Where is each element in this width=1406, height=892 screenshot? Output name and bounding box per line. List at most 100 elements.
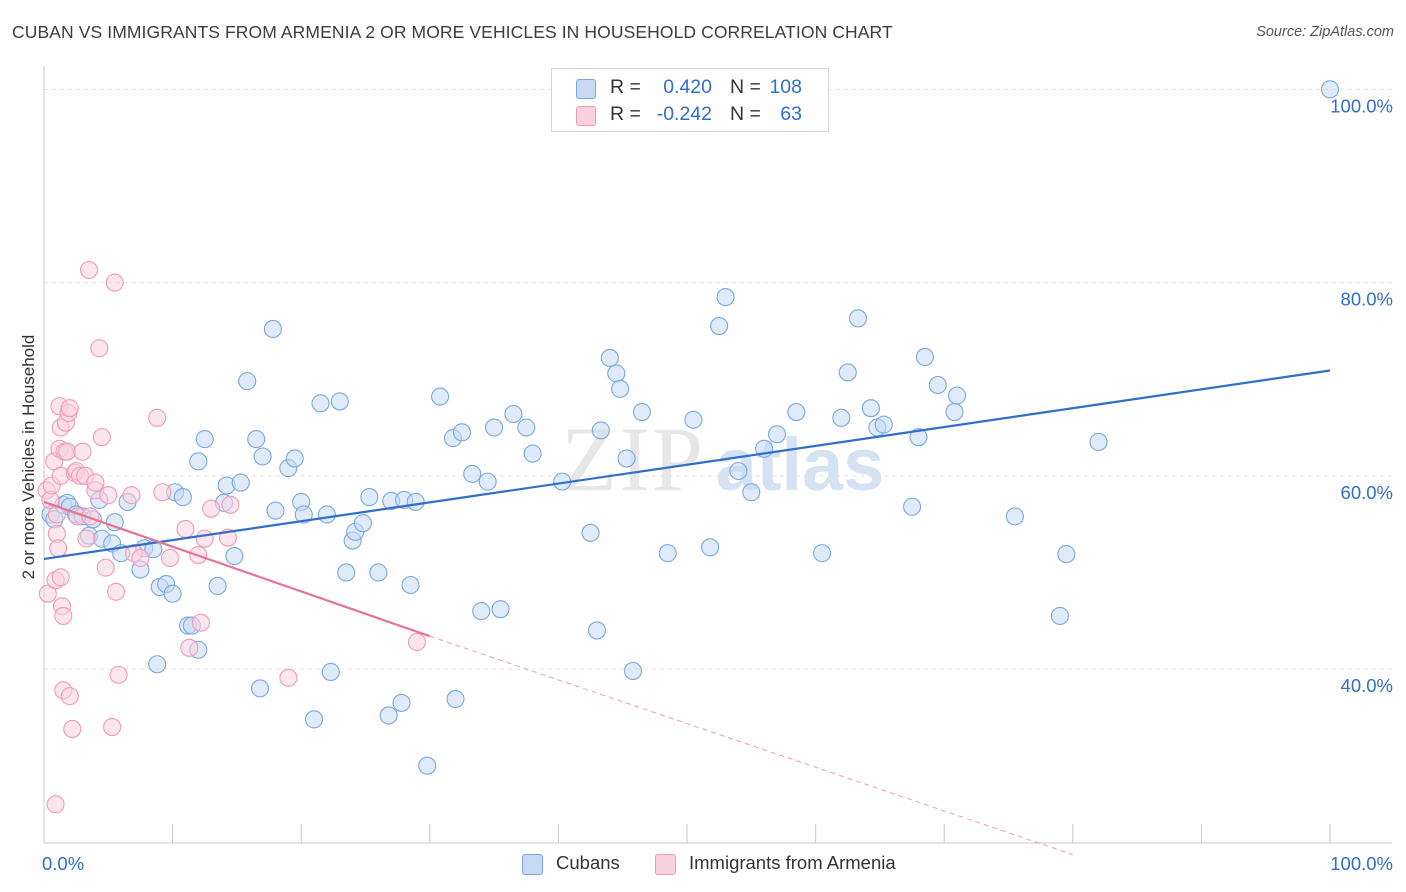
cubans-point bbox=[948, 386, 967, 405]
armenia-point bbox=[122, 486, 141, 505]
cubans-point bbox=[401, 575, 420, 595]
armenia-point bbox=[195, 529, 214, 548]
armenia-point bbox=[131, 548, 150, 568]
cubans-point bbox=[250, 679, 270, 698]
armenia-point bbox=[46, 795, 65, 814]
cubans-point bbox=[1089, 432, 1108, 452]
cubans-point bbox=[263, 319, 282, 339]
cubans-point bbox=[1057, 545, 1076, 564]
armenia-point bbox=[191, 613, 210, 632]
cubans-legend-swatch bbox=[522, 854, 543, 875]
cubans-point bbox=[832, 408, 851, 427]
n-label: N = bbox=[730, 103, 761, 125]
cubans-point bbox=[716, 288, 735, 307]
cubans-point bbox=[195, 430, 214, 449]
cubans-point bbox=[317, 505, 336, 524]
cubans-point bbox=[392, 693, 411, 712]
y-axis-label: 2 or more Vehicles in Household bbox=[19, 335, 38, 580]
cubans-point bbox=[253, 447, 272, 466]
armenia-point bbox=[73, 442, 92, 461]
r-value: -0.242 bbox=[656, 103, 712, 125]
armenia-point bbox=[51, 568, 70, 587]
cubans-swatch bbox=[576, 79, 596, 99]
cubans-point bbox=[406, 492, 425, 511]
cubans-point bbox=[491, 600, 510, 619]
cubans-point bbox=[305, 710, 324, 729]
armenia-point bbox=[49, 539, 68, 558]
cubans-point bbox=[105, 513, 124, 532]
cubans-point bbox=[742, 483, 761, 502]
cubans-point bbox=[485, 418, 504, 437]
correlation-stats-box: R = 0.420 N = 108 R = -0.242 N = 63 bbox=[551, 68, 829, 132]
cubans-point bbox=[238, 372, 257, 391]
cubans-point bbox=[517, 418, 536, 437]
cubans-point bbox=[587, 621, 607, 640]
armenia-swatch bbox=[576, 106, 596, 126]
cubans-point bbox=[812, 544, 832, 563]
cubans-point bbox=[928, 375, 947, 395]
cubans-point bbox=[632, 403, 652, 422]
cubans-point bbox=[353, 514, 372, 533]
armenia-point bbox=[106, 582, 126, 601]
cubans-point bbox=[463, 464, 482, 483]
cubans-point bbox=[729, 461, 748, 481]
cubans-point bbox=[452, 423, 472, 442]
armenia-point bbox=[109, 665, 128, 684]
axes bbox=[43, 66, 1392, 844]
y-tick-label: 40.0% bbox=[1341, 675, 1393, 696]
gridlines bbox=[44, 88, 1392, 670]
data-points bbox=[37, 80, 1340, 814]
cubans-point bbox=[915, 347, 934, 367]
armenia-trend-line bbox=[43, 500, 431, 638]
armenia-point bbox=[38, 584, 57, 603]
y-tick-label: 60.0% bbox=[1341, 482, 1393, 503]
cubans-point bbox=[710, 317, 729, 336]
armenia-point bbox=[105, 273, 124, 292]
cubans-point bbox=[321, 662, 340, 682]
armenia-point bbox=[92, 428, 111, 447]
cubans-point bbox=[431, 387, 450, 406]
cubans-point bbox=[945, 403, 964, 422]
armenia-point bbox=[103, 717, 122, 737]
cubans-point bbox=[600, 348, 619, 367]
cubans-point bbox=[446, 689, 465, 709]
cubans-point bbox=[838, 363, 857, 382]
cubans-point bbox=[581, 523, 600, 542]
cubans-point bbox=[189, 452, 208, 471]
cubans-point bbox=[684, 410, 703, 429]
cubans-trend-line bbox=[43, 369, 1331, 561]
cubans-point bbox=[266, 501, 285, 520]
cubans-point bbox=[294, 505, 313, 524]
armenia-point bbox=[54, 606, 73, 625]
cubans-point bbox=[607, 364, 626, 383]
y-tick-label: 100.0% bbox=[1330, 95, 1393, 116]
armenia-point bbox=[148, 408, 167, 427]
armenia-point bbox=[202, 499, 221, 518]
legend-label: Immigrants from Armenia bbox=[689, 852, 896, 873]
armenia-point bbox=[99, 486, 118, 505]
cubans-point bbox=[611, 379, 630, 398]
cubans-point bbox=[861, 399, 880, 418]
cubans-point bbox=[472, 602, 491, 621]
cubans-point bbox=[902, 497, 922, 516]
cubans-point bbox=[330, 392, 349, 411]
cubans-point bbox=[523, 444, 542, 463]
cubans-point bbox=[247, 430, 266, 449]
armenia-point bbox=[176, 519, 195, 539]
r-value: 0.420 bbox=[663, 76, 712, 98]
armenia-point bbox=[86, 473, 105, 492]
cubans-point bbox=[701, 538, 720, 557]
cubans-point bbox=[787, 403, 806, 422]
armenia-point bbox=[153, 483, 172, 502]
cubans-point bbox=[231, 473, 250, 492]
cubans-point bbox=[478, 472, 497, 491]
armenia-point bbox=[96, 558, 115, 577]
x-tick-label: 100.0% bbox=[1330, 853, 1393, 874]
cubans-point bbox=[379, 706, 398, 725]
n-value: 63 bbox=[780, 103, 802, 125]
armenia-point bbox=[90, 339, 109, 358]
cubans-point bbox=[658, 544, 677, 563]
cubans-point bbox=[285, 449, 304, 468]
armenia-legend-swatch bbox=[655, 854, 676, 875]
r-label: R = bbox=[610, 103, 641, 125]
